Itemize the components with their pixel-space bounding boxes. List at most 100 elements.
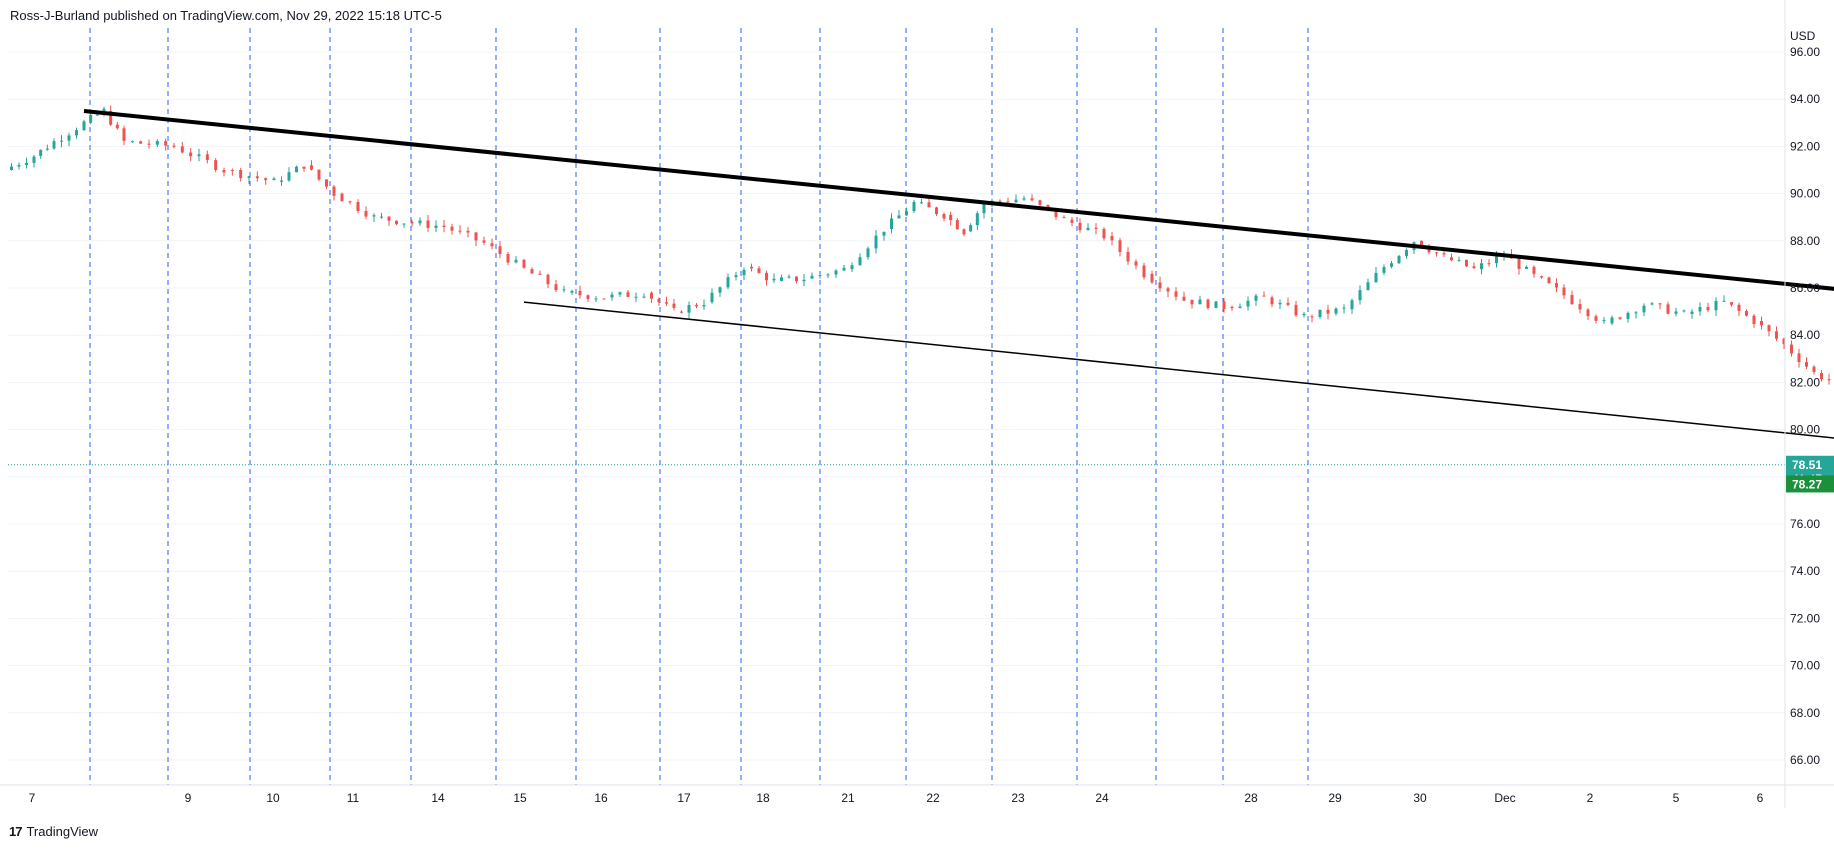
candle-body [1805, 362, 1808, 367]
candle [1525, 265, 1528, 270]
candle [45, 144, 49, 151]
candle-body [1182, 296, 1186, 301]
x-tick-label: 16 [594, 791, 608, 805]
candle-body [562, 289, 566, 291]
y-tick-label: 90.00 [1790, 187, 1820, 201]
candle [1812, 365, 1816, 375]
tradingview-logo[interactable]: 17 TradingView [9, 824, 98, 839]
candle [1014, 194, 1018, 203]
candle-body [657, 298, 661, 303]
candle [514, 255, 518, 264]
candle [1730, 302, 1733, 307]
candle-body [1487, 263, 1491, 265]
candle-body [1214, 301, 1218, 309]
candle-body [1745, 310, 1748, 316]
candle [1030, 194, 1034, 202]
candle-body [122, 128, 126, 141]
y-tick-label: 72.00 [1790, 611, 1820, 625]
candle-body [1634, 312, 1638, 314]
candle [810, 272, 814, 279]
candle-body [490, 243, 494, 247]
candle [1767, 324, 1771, 337]
candle-body [39, 149, 43, 156]
candle [222, 167, 226, 177]
candle-body [1658, 303, 1662, 305]
candle [506, 251, 510, 266]
candle-body [332, 186, 336, 196]
candle [1820, 370, 1823, 382]
candle-body [130, 141, 134, 143]
candle-body [172, 145, 176, 147]
candle [1294, 300, 1298, 317]
candle [570, 289, 574, 295]
candle-body [850, 265, 854, 270]
candle-body [364, 210, 368, 217]
candle-body [60, 140, 63, 142]
candle [1797, 348, 1801, 368]
candle [172, 143, 176, 149]
candle [1547, 276, 1551, 284]
candle-body [1390, 263, 1393, 267]
candle [530, 267, 534, 274]
upper-trendline [83, 109, 1834, 291]
candle-body [1262, 295, 1266, 297]
candle-body [1465, 259, 1468, 267]
candle-body [1457, 259, 1461, 261]
candle-body [410, 221, 414, 224]
candle [67, 132, 71, 147]
candle-body [164, 141, 168, 146]
candle-body [1118, 240, 1122, 252]
candle [247, 175, 251, 184]
candle-body [750, 266, 753, 269]
candle-body [434, 225, 438, 228]
candle [1270, 295, 1274, 308]
candle-body [450, 226, 454, 231]
candle [858, 253, 862, 266]
candle [818, 274, 822, 279]
candle-body [52, 141, 56, 149]
x-tick-label: 30 [1413, 791, 1427, 805]
candle-body [247, 176, 251, 179]
candle [75, 127, 78, 139]
candle [82, 119, 86, 132]
candle-body [1342, 307, 1346, 309]
candle-body [927, 202, 931, 208]
candle-body [546, 274, 550, 285]
y-tick-label: 88.00 [1790, 234, 1820, 248]
candle-body [426, 220, 430, 228]
candle [1450, 253, 1453, 262]
candle [180, 142, 184, 154]
candle-body [1752, 315, 1756, 325]
x-tick-label: 17 [677, 791, 691, 805]
candle [1342, 304, 1346, 314]
candle [1062, 215, 1066, 219]
candle-body [1294, 304, 1298, 316]
candle-body [1094, 227, 1098, 229]
candle [1805, 357, 1808, 370]
candle [1760, 316, 1763, 330]
candle [197, 148, 201, 162]
candle [17, 162, 21, 170]
candle-body [95, 114, 99, 116]
candle-body [474, 232, 478, 241]
candle [1318, 309, 1322, 319]
candle [1182, 291, 1186, 302]
candle-body [89, 114, 93, 123]
candle-body [139, 141, 143, 144]
candle-body [1350, 300, 1354, 310]
candle-body [554, 284, 558, 291]
candle-body [1190, 299, 1194, 305]
candle-body [1555, 283, 1558, 288]
candle [1465, 259, 1468, 268]
x-tick-label: 18 [756, 791, 770, 805]
candle-body [147, 143, 151, 145]
candle [1198, 295, 1202, 305]
candle-body [1714, 300, 1718, 311]
candle-body [1405, 250, 1408, 256]
candle-body [1827, 379, 1831, 381]
candle [912, 199, 916, 213]
candle [474, 232, 478, 247]
candle [1086, 223, 1090, 231]
publisher-header: Ross-J-Burland published on TradingView.… [10, 8, 442, 23]
